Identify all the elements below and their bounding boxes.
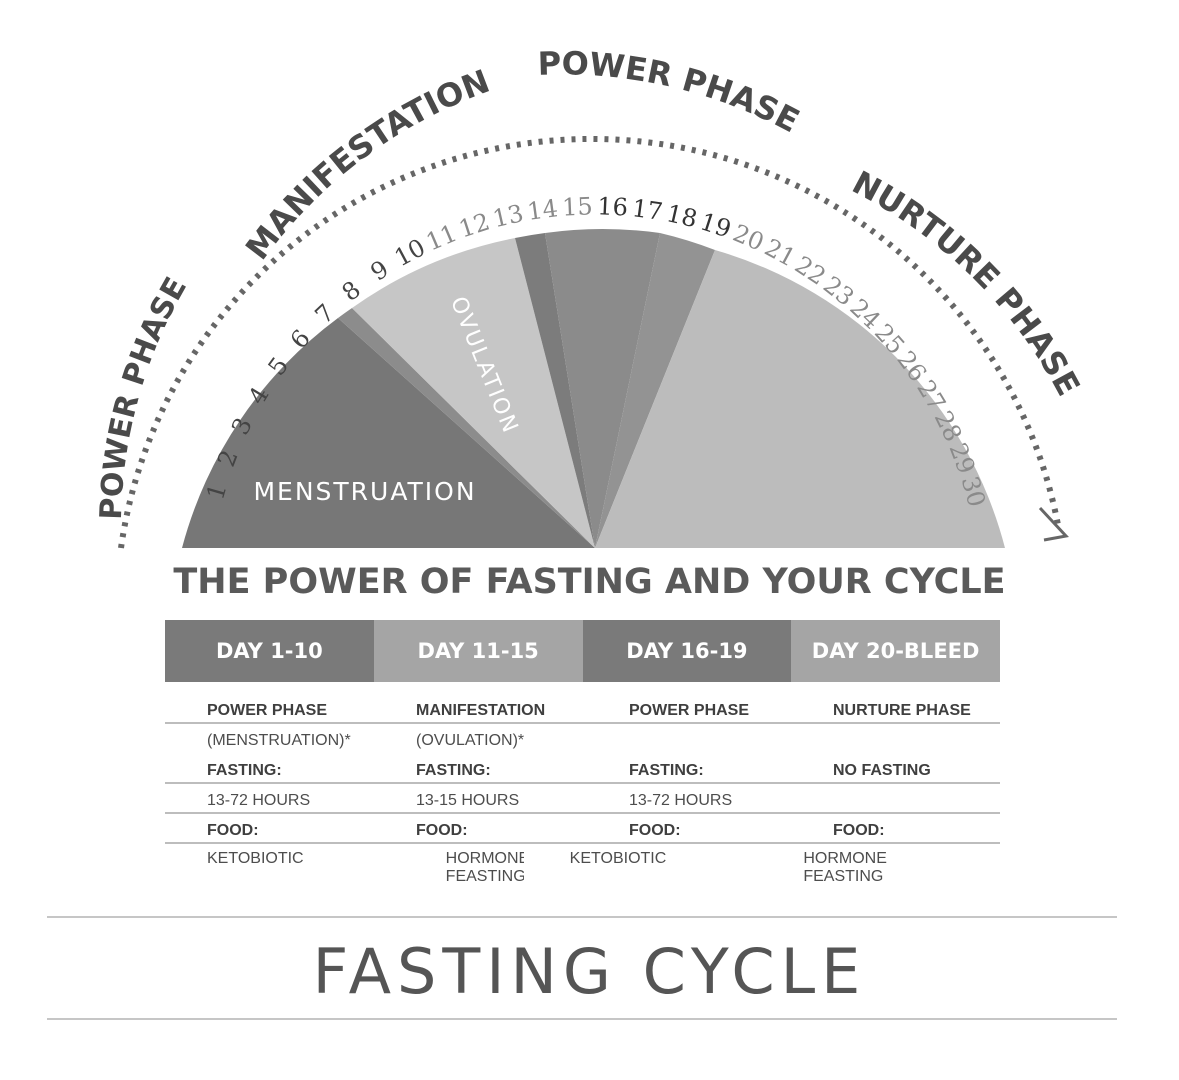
table-cell: FOOD: bbox=[207, 822, 259, 839]
table-row: (MENSTRUATION)* (OVULATION)* bbox=[165, 724, 1000, 754]
table-cell: FOOD: bbox=[416, 822, 468, 839]
cycle-diagram: MENSTRUATION OVULATION 12345678910111213… bbox=[94, 44, 1087, 549]
day-number-15: 15 bbox=[562, 192, 594, 221]
header-day-11-15: DAY 11-15 bbox=[373, 620, 583, 682]
day-number-12: 12 bbox=[456, 207, 494, 243]
page-title: FASTING CYCLE bbox=[312, 935, 867, 1008]
table-cell: KETOBIOTIC bbox=[207, 850, 304, 867]
cycle-wedges bbox=[182, 229, 1005, 549]
table-row: FOOD: FOOD: FOOD: FOOD: bbox=[165, 814, 1000, 844]
day-number-11: 11 bbox=[422, 219, 461, 257]
table-row: POWER PHASE MANIFESTATION POWER PHASE NU… bbox=[165, 682, 1000, 724]
table-cell: FOOD: bbox=[629, 822, 681, 839]
headline: THE POWER OF FASTING AND YOUR CYCLE bbox=[173, 562, 1006, 602]
day-number-10: 10 bbox=[390, 233, 430, 272]
day-number-20: 20 bbox=[729, 219, 768, 257]
nurture-wedge bbox=[595, 250, 1005, 548]
ovulation-wedge bbox=[352, 238, 595, 548]
phase-label-power-left: POWER PHASE bbox=[94, 271, 194, 520]
table-row: 13-72 HOURS 13-15 HOURS 13-72 HOURS bbox=[165, 784, 1000, 814]
table-cell bbox=[796, 792, 1000, 812]
menstruation-label: MENSTRUATION bbox=[253, 477, 476, 506]
table-cell: MANIFESTATION bbox=[416, 702, 546, 719]
power-phase-wedge-a bbox=[515, 233, 595, 548]
divider-bottom bbox=[47, 1018, 1117, 1020]
table-cell: FASTING: bbox=[416, 762, 491, 779]
table-cell: (MENSTRUATION)* bbox=[207, 732, 351, 749]
table-cell: 13-72 HOURS bbox=[207, 792, 311, 809]
table-cell: 13-15 HOURS bbox=[416, 792, 520, 809]
table-row: FASTING: FASTING: FASTING: NO FASTING bbox=[165, 754, 1000, 784]
power-phase-wedge-b bbox=[545, 229, 660, 549]
table-header-row: DAY 1-10 DAY 11-15 DAY 16-19 DAY 20-BLEE… bbox=[165, 620, 1000, 682]
table-cell: KETOBIOTIC bbox=[569, 850, 667, 867]
table-cell: POWER PHASE bbox=[207, 702, 328, 719]
day-number-14: 14 bbox=[526, 194, 560, 226]
arc-arrow-icon bbox=[1038, 506, 1069, 542]
cycle-dotted-arc bbox=[118, 135, 1061, 549]
table-cell bbox=[583, 732, 796, 754]
power-phase-wedge-c bbox=[595, 233, 715, 548]
table-cell: POWER PHASE bbox=[629, 702, 750, 719]
table-cell: HORMONE FEASTING bbox=[445, 850, 524, 885]
menstruation-wedge bbox=[182, 318, 595, 548]
table-cell: 13-72 HOURS bbox=[629, 792, 733, 809]
divider-top bbox=[47, 916, 1117, 918]
table-cell: (OVULATION)* bbox=[416, 732, 525, 749]
table-row: KETOBIOTIC HORMONE FEASTING KETOBIOTIC H… bbox=[165, 844, 1000, 890]
day-number-17: 17 bbox=[630, 194, 664, 226]
day-number-16: 16 bbox=[597, 192, 629, 221]
table-cell bbox=[796, 732, 1000, 754]
table-cell: FASTING: bbox=[207, 762, 282, 779]
day-number-1: 1 bbox=[201, 480, 232, 502]
day-number-18: 18 bbox=[664, 199, 700, 233]
header-day-1-10: DAY 1-10 bbox=[165, 620, 374, 682]
header-day-16-19: DAY 16-19 bbox=[582, 620, 792, 682]
header-day-20-bleed: DAY 20-BLEED bbox=[791, 620, 1000, 682]
table-cell: FOOD: bbox=[833, 822, 885, 839]
day-number-19: 19 bbox=[697, 207, 735, 243]
table-cell: FASTING: bbox=[629, 762, 704, 779]
phase-label-power-top: POWER PHASE bbox=[537, 44, 805, 140]
day-number-13: 13 bbox=[490, 199, 526, 233]
table-cell: NURTURE PHASE bbox=[833, 702, 971, 719]
table-cell: HORMONE FEASTING bbox=[803, 850, 887, 885]
fasting-table: DAY 1-10 DAY 11-15 DAY 16-19 DAY 20-BLEE… bbox=[165, 620, 1000, 890]
day-number-9: 9 bbox=[366, 255, 394, 287]
table-cell: NO FASTING bbox=[833, 762, 931, 779]
menstruation-edge-wedge bbox=[338, 308, 595, 548]
